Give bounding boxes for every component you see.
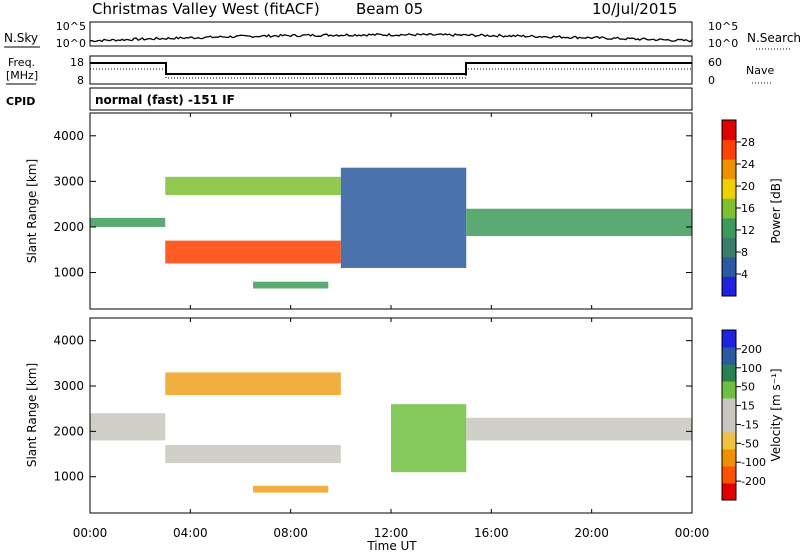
x-tick-label: 00:00 (675, 526, 710, 540)
colorbar-tick-label: 15 (741, 400, 755, 413)
velocity-panel: 4000 3000 2000 1000 Slant Range [km] 200 100… (25, 317, 783, 514)
colorbar-segment (722, 347, 736, 365)
velocity-ylabel: Slant Range [km] (25, 363, 39, 467)
noise-right-tick-bottom: 10^0 (708, 37, 738, 50)
beam-label: Beam 05 (356, 0, 423, 18)
scatter-band (253, 281, 329, 289)
colorbar-segment (722, 449, 736, 467)
colorbar-segment (722, 120, 736, 141)
colorbar-segment (722, 159, 736, 180)
colorbar-segment (722, 256, 736, 277)
colorbar-segment (722, 466, 736, 484)
velocity-data (90, 372, 692, 493)
colorbar-tick-label: 4 (741, 268, 748, 281)
noise-left-tick-bottom: 10^0 (56, 37, 86, 50)
power-data (90, 167, 692, 289)
colorbar-tick-label: -50 (741, 437, 759, 450)
colorbar-segment (722, 381, 736, 399)
colorbar-segment (722, 198, 736, 219)
colorbar-tick-label: 28 (741, 136, 755, 149)
colorbar-tick-label: 20 (741, 180, 755, 193)
freq-left-tick-top: 18 (70, 56, 84, 69)
colorbar-tick-label: -100 (741, 456, 766, 469)
colorbar-segment (722, 237, 736, 258)
cpid-label: CPID (6, 95, 35, 108)
colorbar-tick-label: 100 (741, 362, 762, 375)
y-tick-label: 3000 (53, 379, 84, 393)
scatter-band (165, 240, 341, 264)
date-label: 10/Jul/2015 (592, 0, 677, 18)
noise-left-tick-top: 10^5 (56, 20, 86, 33)
nsky-trace (89, 32, 693, 43)
noise-panel: N.Sky 10^5 10^0 10^5 10^0 N.Search (4, 20, 800, 50)
noise-panel-frame (89, 21, 693, 47)
scatter-band (165, 176, 341, 196)
x-axis-label: Time UT (366, 539, 417, 553)
x-tick-label: 04:00 (173, 526, 208, 540)
velocity-colorbar-label: Velocity [m s⁻¹] (769, 368, 783, 461)
scatter-band (165, 444, 341, 464)
freq-unit-label: [MHz] (6, 69, 38, 82)
scatter-band (340, 167, 467, 268)
y-tick-label: 2000 (53, 220, 84, 234)
colorbar-tick-label: 24 (741, 158, 755, 171)
title: Christmas Valley West (fitACF) (92, 0, 320, 18)
freq-panel-frame (89, 55, 693, 85)
power-colorbar-label: Power [dB] (769, 178, 783, 243)
colorbar-tick-label: 200 (741, 343, 762, 356)
nave-label: Nave (746, 64, 774, 77)
scatter-band (391, 404, 467, 473)
scatter-band (90, 217, 166, 227)
y-tick-label: 2000 (53, 424, 84, 438)
colorbar-tick-label: -200 (741, 475, 766, 488)
scatter-band (253, 485, 329, 493)
y-tick-label: 4000 (53, 334, 84, 348)
colorbar-tick-label: 8 (741, 246, 748, 259)
colorbar-segment (722, 330, 736, 348)
scatter-band (466, 208, 692, 237)
power-ylabel: Slant Range [km] (25, 159, 39, 263)
colorbar-segment (722, 276, 736, 297)
y-tick-label: 3000 (53, 174, 84, 188)
freq-label: Freq. (8, 56, 35, 69)
colorbar-segment (722, 217, 736, 238)
x-tick-label: 00:00 (73, 526, 108, 540)
cpid-text: normal (fast) -151 IF (95, 93, 235, 107)
colorbar-tick-label: 50 (741, 381, 755, 394)
cpid-row: CPID normal (fast) -151 IF (6, 87, 693, 111)
scatter-band (90, 413, 166, 441)
x-tick-label: 12:00 (374, 526, 409, 540)
freq-trace (90, 62, 692, 75)
x-tick-label: 16:00 (474, 526, 509, 540)
y-tick-label: 1000 (53, 266, 84, 280)
nsearch-label: N.Search (747, 31, 800, 45)
colorbar-tick-label: -15 (741, 418, 759, 431)
colorbar-frame (721, 329, 737, 501)
nave-right-tick-top: 60 (708, 56, 722, 69)
nsky-label: N.Sky (4, 31, 38, 45)
colorbar-segment (722, 415, 736, 433)
colorbar-tick-label: 12 (741, 224, 755, 237)
freq-left-tick-bottom: 8 (77, 74, 84, 87)
power-panel: 4000 3000 2000 1000 Slant Range [km] 28 24 20… (25, 112, 783, 310)
y-tick-label: 1000 (53, 470, 84, 484)
freq-panel: Freq. [MHz] 18 8 60 0 Nave (6, 55, 774, 87)
colorbar-segment (722, 398, 736, 416)
colorbar-segment (722, 364, 736, 382)
colorbar-segment (722, 139, 736, 160)
noise-right-tick-top: 10^5 (708, 20, 738, 33)
nave-trace (90, 68, 692, 79)
x-tick-label: 08:00 (273, 526, 308, 540)
colorbar-tick-label: 16 (741, 202, 755, 215)
x-tick-label: 20:00 (574, 526, 609, 540)
nave-right-tick-bottom: 0 (708, 74, 715, 87)
colorbar-segment (722, 483, 736, 501)
scatter-band (466, 417, 692, 441)
colorbar-segment (722, 178, 736, 199)
y-tick-label: 4000 (53, 129, 84, 143)
cpid-frame (89, 87, 693, 111)
scatter-band (165, 372, 341, 396)
colorbar-segment (722, 432, 736, 450)
